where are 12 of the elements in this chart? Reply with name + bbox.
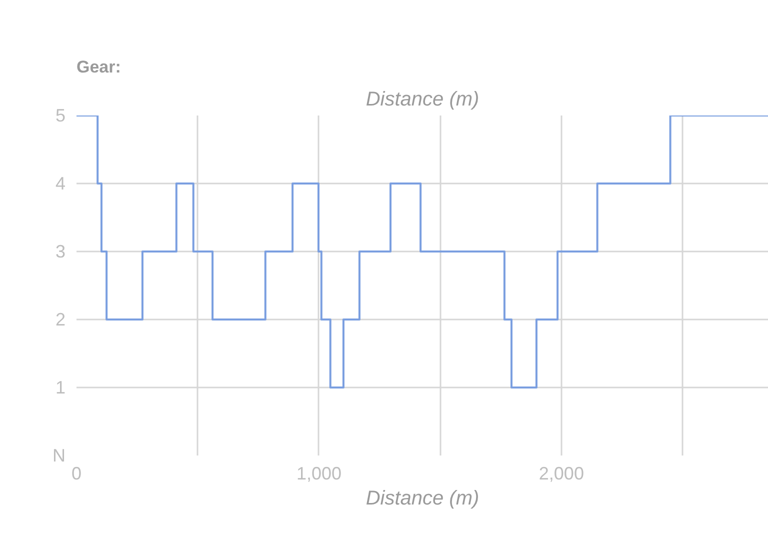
y-tick-label: 4 [55, 174, 66, 194]
x-tick-label: 2,000 [538, 464, 584, 484]
y-tick-label: 3 [55, 242, 66, 262]
x-axis-title: Distance (m) [366, 488, 480, 510]
text: Distance (m) [366, 88, 480, 110]
y-tick-label: 1 [55, 378, 66, 398]
x-tick-label: 0 [71, 464, 82, 484]
y-tick-label: 5 [55, 106, 66, 126]
x-tick-label: 1,000 [296, 464, 342, 484]
y-tick-label: N [52, 446, 66, 466]
y-tick-label: 2 [55, 310, 66, 330]
chart-title: Gear: [76, 58, 121, 76]
